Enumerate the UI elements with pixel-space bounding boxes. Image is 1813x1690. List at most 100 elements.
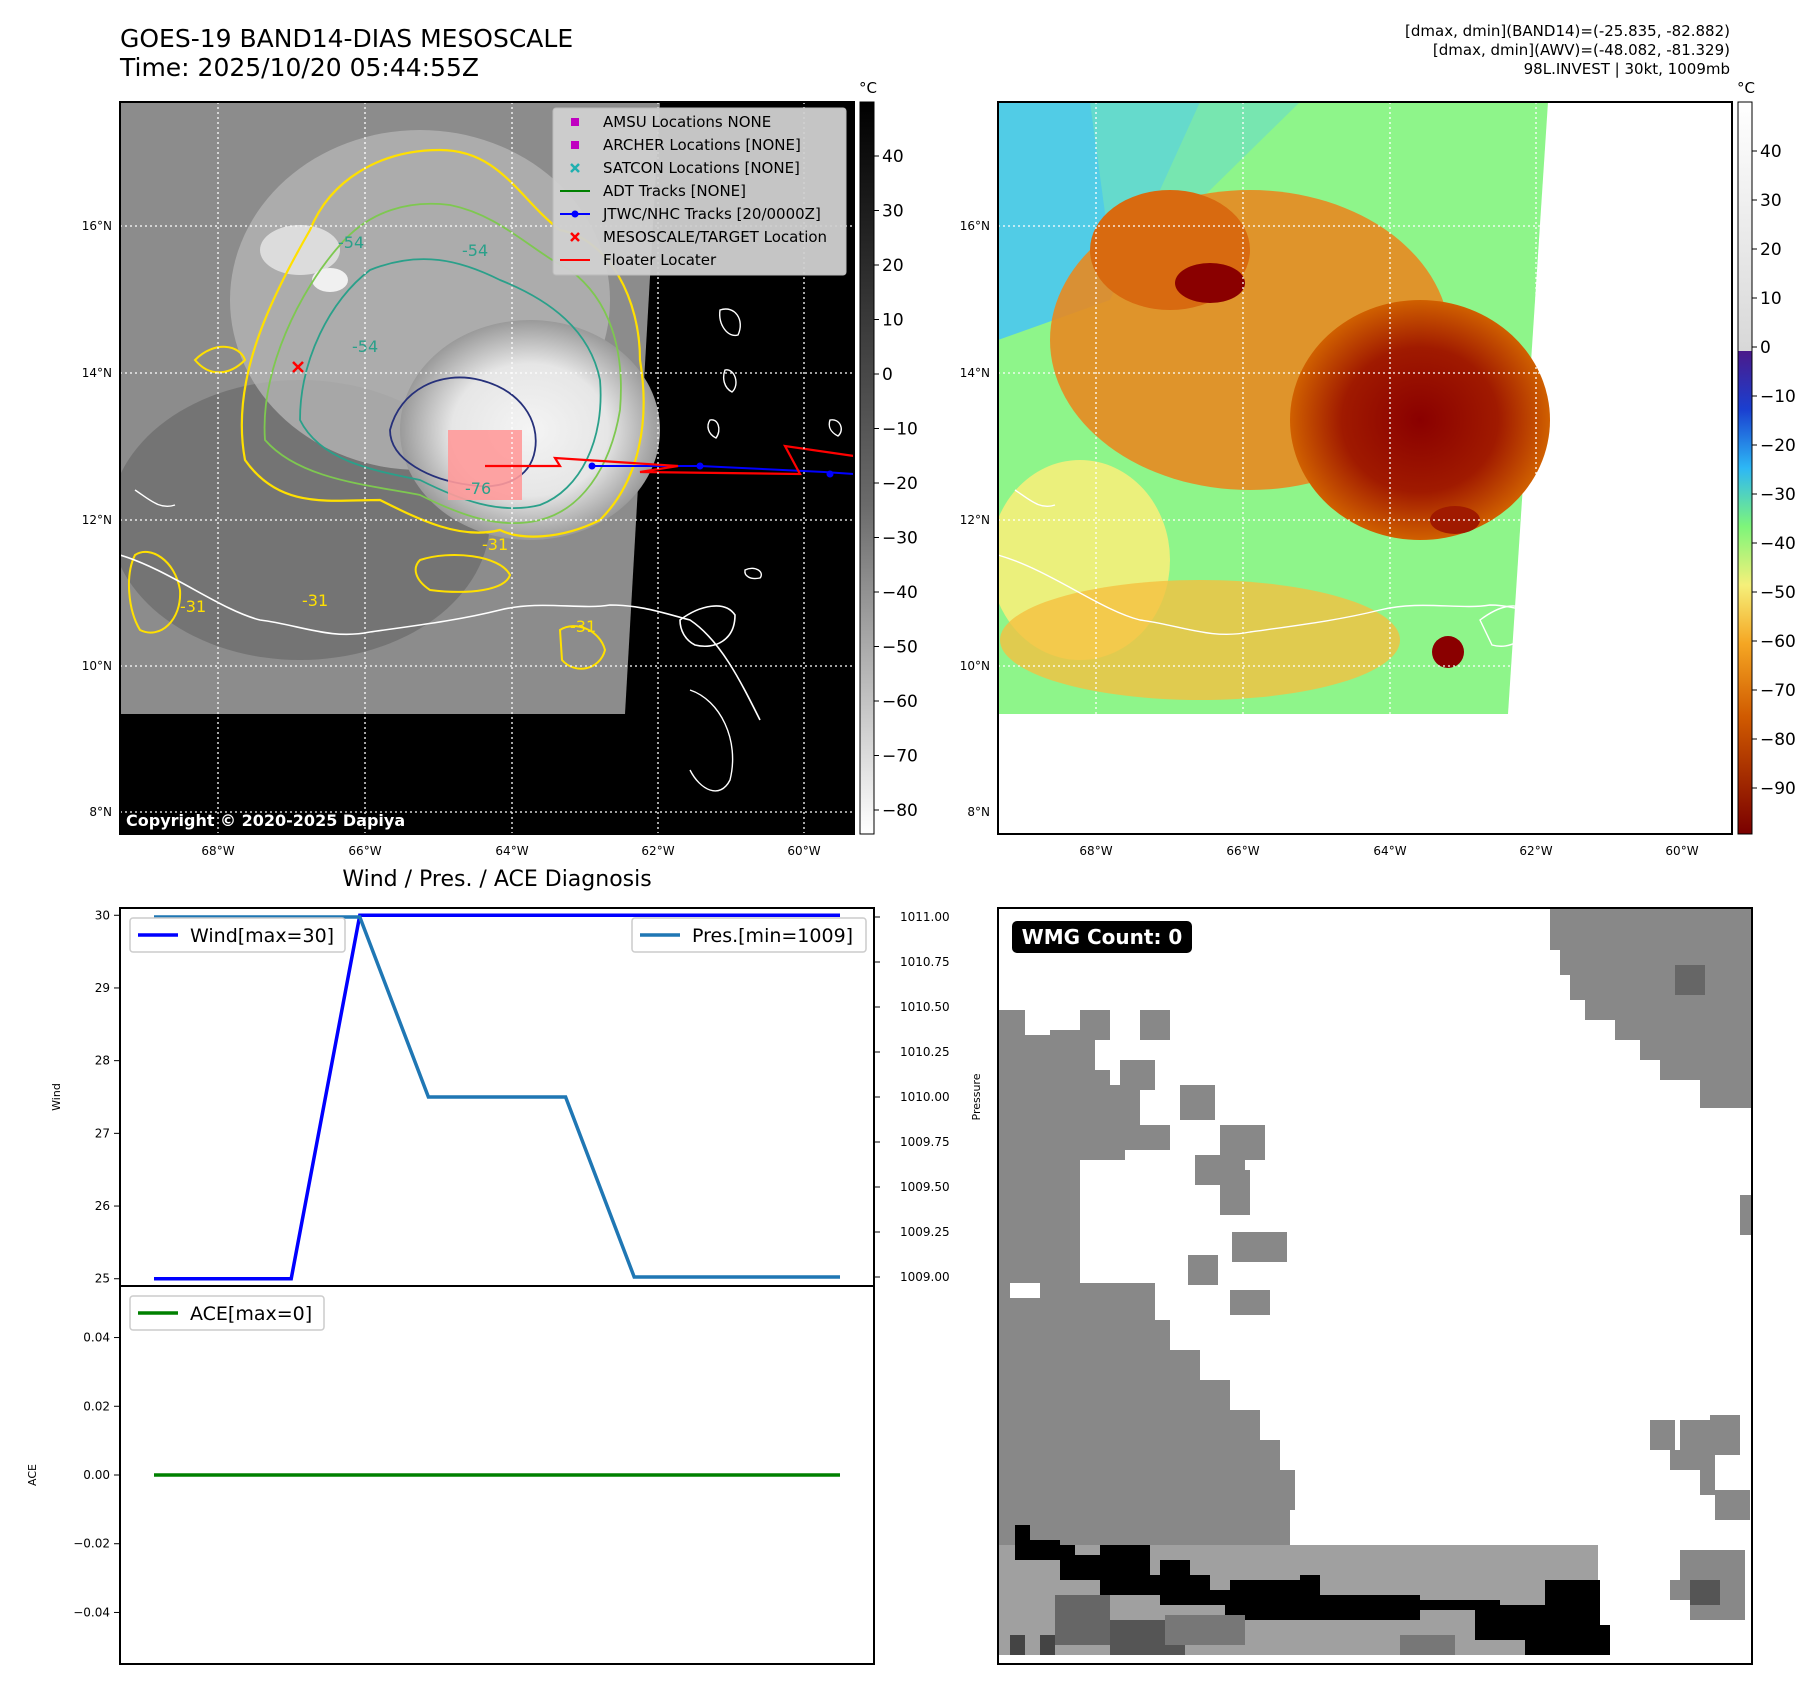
colorbar-tick-label: −80 [1760,730,1796,750]
lat-label-left: 16°N [82,219,112,233]
ace-tick-label: −0.02 [73,1537,110,1551]
lon-label-right: 60°W [1665,844,1698,858]
wind-tick-label: 26 [95,1199,110,1213]
colorbar-tick-label: −20 [882,474,918,494]
colorbar-tick-label: −20 [1760,436,1796,456]
info-line-1: [dmax, dmin](BAND14)=(-25.835, -82.882) [1405,22,1730,40]
info-line-2: [dmax, dmin](AWV)=(-48.082, -81.329) [1432,41,1730,59]
legend-label: JTWC/NHC Tracks [20/0000Z] [602,205,821,223]
ace-tick-label: 0.02 [83,1399,110,1413]
ace-tick-label: −0.04 [73,1605,110,1619]
colorbar-tick-label: 30 [1760,191,1782,211]
legend-label: Floater Locater [603,251,717,269]
legend-marker-x [570,232,580,242]
wmg-count-badge [1012,921,1192,953]
storm-info: [dmax, dmin](BAND14)=(-25.835, -82.882) … [1405,22,1730,79]
pressure-tick-label: 1009.75 [900,1135,950,1149]
wmg-panel: WMG Count: 0 [997,907,1753,1665]
contour-navy [389,376,537,488]
awv-core [1290,300,1550,540]
colorbar-tick-label: −60 [1760,632,1796,652]
map-legend: AMSU Locations NONE ARCHER Locations [NON… [552,107,847,276]
pressure-tick-label: 1009.25 [900,1225,950,1239]
colorbar-tick-label: −60 [882,692,918,712]
wind-axis-label: Wind [50,1083,63,1111]
wind-legend [129,917,346,953]
ace-tick-label: 0.00 [83,1468,110,1482]
colorbar-tick-label: −80 [882,801,918,821]
lon-label-right: 62°W [1519,844,1552,858]
coastline [120,554,761,721]
lat-label-left: 12°N [82,513,112,527]
wind-tick-label: 25 [95,1272,110,1286]
wind-tick-label: 30 [95,908,110,922]
colorbar-unit-right: °C [1737,79,1755,97]
colorbar-tick-label: −90 [1760,779,1796,799]
lat-label-left: 10°N [82,659,112,673]
colorbar-tick-label: 10 [1760,289,1782,309]
pressure-tick-label: 1010.75 [900,955,950,969]
map-axis-labels: 16°N 16°N 14°N 14°N 12°N 12°N 10°N 10°N 8°N 8°N 68… [82,219,1699,858]
colorbar-tick-label: 20 [1760,240,1782,260]
band14-colorbar: °C 40 30 20 10 0 −10 −20 −30 −40 −50 −60 −70 −80 [859,79,918,835]
contour-yellow [240,148,645,538]
ace-tick-label: 0.04 [83,1331,110,1345]
wind-tick-label: 29 [95,981,110,995]
colorbar-tick-label: −40 [1760,534,1796,554]
colorbar-tick-label: 40 [1760,142,1782,162]
colorbar-tick-label: 40 [882,147,904,167]
ace-axis-label: ACE [26,1464,39,1486]
pressure-tick-label: 1010.00 [900,1090,950,1104]
wind-tick-label: 27 [95,1126,110,1140]
colorbar-tick-label: −40 [882,583,918,603]
colorbar-tick-label: −70 [1760,681,1796,701]
legend-label: ARCHER Locations [NONE] [603,136,801,154]
legend-label: AMSU Locations NONE [603,113,771,131]
lon-label-left: 66°W [348,844,381,858]
colorbar-tick-label: −50 [1760,583,1796,603]
wind-tick-label: 28 [95,1054,110,1068]
wmg-dark-band [998,1525,1610,1655]
lon-label-right: 68°W [1079,844,1112,858]
colorbar-tick-label: −50 [882,638,918,658]
map-frame-left [119,101,855,835]
pressure-tick-label: 1011.00 [900,910,950,924]
legend-marker-square [571,141,579,149]
contour-teal [299,258,602,510]
ace-legend-label: ACE[max=0] [190,1303,312,1325]
lat-label-right: 10°N [960,659,990,673]
legend-label: MESOSCALE/TARGET Location [603,228,827,246]
map-gridlines [120,102,854,834]
figure-title: GOES-19 BAND14-DIAS MESOSCALE Time: 2025… [120,24,573,82]
lat-label-right: 16°N [960,219,990,233]
contour-label: -31 [570,617,596,636]
lat-label-left: 8°N [89,805,112,819]
floater-track [485,444,854,476]
pressure-legend [631,917,867,953]
lon-label-right: 64°W [1373,844,1406,858]
series-line-left [154,913,840,1281]
colorbar-tick-label: −30 [1760,485,1796,505]
contour-label: -76 [465,479,491,498]
awv-map [998,102,1732,834]
lon-label-right: 66°W [1226,844,1259,858]
contour-label: -54 [352,337,378,356]
ace-chart: 0.04 0.02 0.00 −0.02 −0.04 ACE[max=0] [73,1285,875,1665]
colorbar-tick-label: −10 [1760,387,1796,407]
lat-label-right: 12°N [960,513,990,527]
legend-label: ADT Tracks [NONE] [603,182,746,200]
contour-label: -31 [180,597,206,616]
lon-label-left: 64°W [495,844,528,858]
awv-colorbar: °C 40 30 20 10 0 −10 −20 −30 −40 −50 −60 −70 −80 −90 [1737,79,1796,835]
pressure-axis-label: Pressure [970,1073,983,1120]
title-line-2: Time: 2025/10/20 05:44:55Z [120,53,479,82]
pressure-tick-label: 1010.50 [900,1000,950,1014]
lon-label-left: 62°W [641,844,674,858]
pressure-tick-label: 1009.50 [900,1180,950,1194]
contour-label: -31 [482,535,508,554]
lat-label-left: 14°N [82,366,112,380]
pressure-tick-label: 1010.25 [900,1045,950,1059]
ace-legend [129,1295,325,1331]
contour-label: -54 [338,233,364,252]
